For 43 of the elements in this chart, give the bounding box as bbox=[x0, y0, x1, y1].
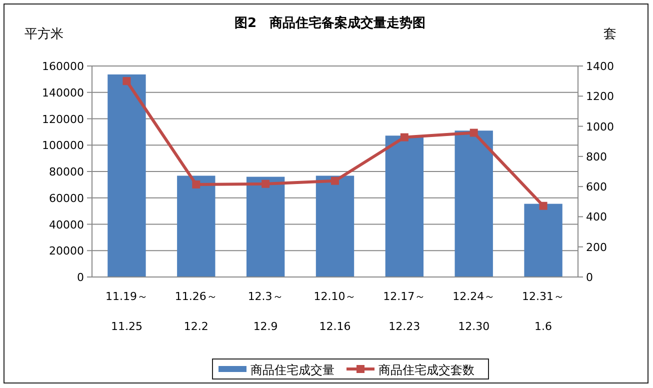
legend-label: 商品住宅成交量 bbox=[250, 363, 334, 377]
point bbox=[331, 176, 339, 185]
y2-tick-label: 600 bbox=[586, 180, 607, 194]
point bbox=[470, 128, 478, 137]
bar bbox=[108, 74, 146, 277]
y2-tick-label: 1200 bbox=[586, 90, 614, 104]
category-label: 11.19～ 11.25 bbox=[105, 290, 148, 333]
y-tick-label: 160000 bbox=[42, 60, 84, 73]
y2-tick-label: 1000 bbox=[586, 120, 614, 134]
y2-axis-title: 套 bbox=[604, 27, 616, 42]
y-tick-label: 100000 bbox=[42, 139, 84, 152]
y2-tick-label: 0 bbox=[586, 271, 593, 284]
category-label: 12.24～ 12.30 bbox=[452, 290, 496, 333]
point bbox=[122, 77, 131, 86]
y-axis-title: 平方米 bbox=[24, 26, 64, 42]
bar bbox=[454, 130, 493, 277]
point bbox=[262, 180, 270, 188]
y-tick-label: 20000 bbox=[49, 244, 84, 258]
bar bbox=[524, 204, 562, 277]
point bbox=[539, 202, 548, 210]
y-tick-label: 120000 bbox=[42, 112, 84, 126]
y2-tick-label: 400 bbox=[586, 210, 607, 224]
category-label: 12.31～ 1.6 bbox=[522, 290, 565, 333]
y-tick-label: 0 bbox=[77, 271, 84, 284]
y2-tick-label: 200 bbox=[586, 240, 607, 254]
y-tick-label: 140000 bbox=[42, 86, 84, 100]
y-tick-label: 40000 bbox=[49, 218, 84, 232]
point bbox=[400, 133, 408, 142]
bar bbox=[246, 176, 285, 277]
y-tick-label: 80000 bbox=[49, 166, 84, 178]
bar bbox=[177, 176, 216, 277]
point bbox=[192, 180, 200, 188]
category-label: 12.10～ 12.16 bbox=[314, 290, 356, 333]
y2-tick-label: 1400 bbox=[586, 60, 614, 73]
category-label: 11.26～ 12.2 bbox=[174, 290, 218, 333]
bar bbox=[316, 176, 354, 277]
chart-title: 图2 商品住宅备案成交量走势图 bbox=[234, 15, 426, 31]
bar bbox=[385, 136, 424, 277]
y2-tick-label: 800 bbox=[586, 150, 607, 164]
category-label: 12.3～ 12.9 bbox=[248, 290, 284, 333]
legend-label: 商品住宅成交套数 bbox=[378, 363, 474, 377]
y-tick-label: 60000 bbox=[49, 192, 84, 205]
category-label: 12.17～ 12.23 bbox=[383, 290, 426, 333]
